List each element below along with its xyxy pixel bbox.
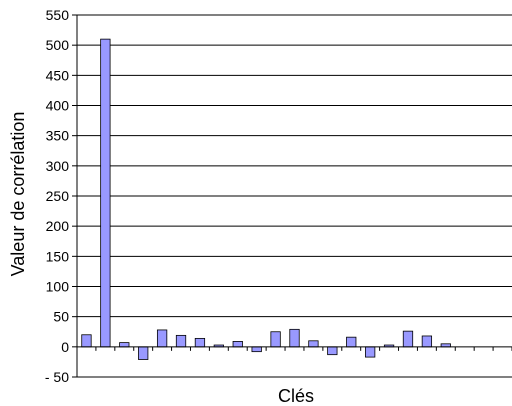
bar-15 bbox=[346, 336, 357, 348]
y-tick-label: 350 bbox=[46, 128, 70, 144]
x-axis-label: Clés bbox=[278, 386, 314, 406]
bar-14 bbox=[327, 346, 338, 356]
gridlines bbox=[77, 14, 512, 378]
bar-19 bbox=[421, 335, 433, 348]
axes bbox=[72, 14, 512, 378]
bars bbox=[81, 38, 451, 360]
bar-10 bbox=[251, 346, 262, 353]
bar-16 bbox=[365, 346, 376, 358]
bar-18 bbox=[402, 330, 414, 348]
y-axis-label: Valeur de corrélation bbox=[8, 112, 28, 277]
y-tick-label: 200 bbox=[46, 218, 70, 234]
y-tick-label: 450 bbox=[46, 67, 70, 83]
bar-12 bbox=[289, 328, 300, 348]
y-tick-label: 550 bbox=[46, 7, 70, 23]
y-tick-label: 50 bbox=[53, 309, 69, 325]
y-tick-label: 250 bbox=[46, 188, 70, 204]
y-tick-label: - 50 bbox=[45, 369, 69, 385]
bar-2 bbox=[100, 38, 111, 348]
y-tick-label: 500 bbox=[46, 37, 70, 53]
bar-3 bbox=[119, 342, 130, 348]
bar-6 bbox=[175, 334, 187, 348]
y-tick-label: 0 bbox=[61, 339, 69, 355]
y-tick-labels: - 50 0 50 100 150 200 250 300 350 400 450 500 550 bbox=[45, 7, 69, 385]
bar-4 bbox=[138, 346, 149, 360]
y-tick-label: 150 bbox=[46, 248, 70, 264]
bar-11 bbox=[270, 331, 281, 348]
bar-1 bbox=[81, 334, 92, 348]
bar-9 bbox=[232, 341, 243, 348]
y-tick-label: 400 bbox=[46, 98, 70, 114]
bar-13 bbox=[308, 340, 319, 348]
y-tick-label: 300 bbox=[46, 158, 70, 174]
bar-7 bbox=[194, 337, 206, 348]
bar-5 bbox=[156, 329, 168, 348]
y-tick-label: 100 bbox=[46, 279, 70, 295]
